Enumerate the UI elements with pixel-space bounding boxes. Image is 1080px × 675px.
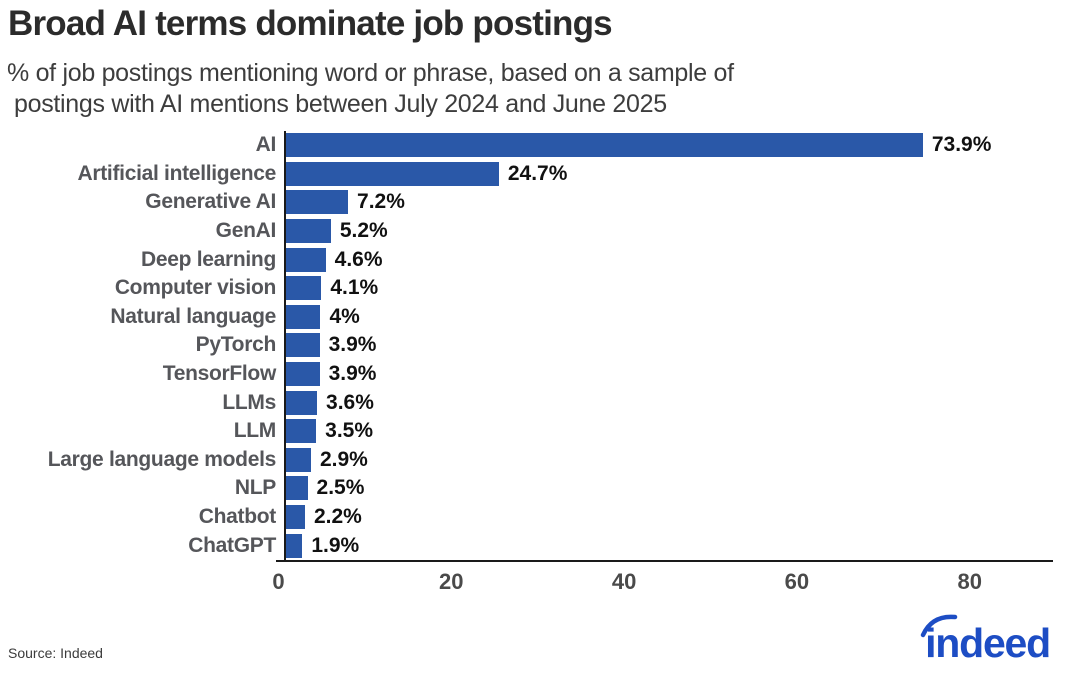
value-label: 4% [329,304,360,328]
bar [286,247,326,272]
bar-row: Generative AI 7.2% [0,188,1053,217]
value-label: 3.5% [325,419,374,443]
indeed-logo-text: indeed [925,620,1051,666]
x-tick-label: 0 [272,568,285,594]
value-label: 4.1% [330,276,379,300]
chart-subtitle-line-2: postings with AI mentions between July 2… [14,90,667,118]
bar-row: Large language models 2.9% [0,445,1053,475]
category-label: LLMs [222,390,276,414]
value-label: 24.7% [507,161,568,185]
arc-path [920,614,958,638]
x-tick-label: 20 [439,568,464,594]
category-label: Natural language [110,304,276,328]
plot-cell: 4% [284,302,1053,332]
bar [286,219,331,244]
value-label: 1.9% [311,533,360,557]
bar-row: PyTorch 3.9% [0,331,1053,360]
bar-row: Artificial intelligence 24.7% [0,159,1053,189]
plot-cell: 3.9% [284,359,1053,389]
bar [286,161,499,186]
value-label: 4.6% [334,247,383,271]
value-label: 2.2% [313,505,362,529]
category-label: GenAI [215,219,277,243]
bar-chart: AI 73.9% Artificial intelligence 24.7% Gener… [0,131,1053,598]
plot-cell: 4.6% [284,245,1053,274]
plot-cell: 3.6% [284,388,1053,417]
bar-row: NLP 2.5% [0,474,1053,503]
bar [286,390,318,415]
bar [286,304,321,329]
value-label: 3.9% [328,333,377,357]
bar [286,447,311,472]
category-label: Artificial intelligence [77,161,277,185]
bar [286,133,923,158]
category-label: TensorFlow [162,362,277,386]
bar-row: LLM 3.5% [0,416,1053,446]
x-tick-label: 40 [611,568,637,594]
category-label: Computer vision [114,276,276,300]
plot-cell: 1.9% [284,531,1053,560]
x-tick-label: 80 [957,568,982,594]
bar [286,419,317,444]
bar [286,333,320,358]
category-label: Deep learning [141,247,276,271]
bar [286,276,322,301]
bar [286,533,303,558]
plot-cell: 3.5% [284,416,1053,446]
plot-cell: 24.7% [284,159,1053,189]
value-label: 3.9% [328,362,377,386]
plot-cell: 2.9% [284,445,1053,475]
indeed-logo-arc-icon [920,614,958,638]
category-label: AI [255,133,277,157]
value-label: 2.5% [316,476,365,500]
value-label: 2.9% [319,447,368,471]
category-label: Large language models [47,447,277,471]
bar-row: Natural language 4% [0,302,1053,332]
plot-cell: 5.2% [284,216,1053,246]
bar [286,505,305,530]
bar-row: GenAI 5.2% [0,216,1053,246]
bar-row: ChatGPT 1.9% [0,531,1053,560]
bar-rows: AI 73.9% Artificial intelligence 24.7% Gener… [0,131,1053,560]
category-label: Chatbot [198,505,277,529]
plot-cell: 2.2% [284,502,1053,532]
plot-cell: 7.2% [284,188,1053,217]
plot-cell: 2.5% [284,474,1053,503]
value-label: 3.6% [326,390,374,414]
chart-title: Broad AI terms dominate job postings [8,4,613,43]
bar-row: LLMs 3.6% [0,388,1053,417]
category-label: LLM [233,419,277,443]
bar-row: Chatbot 2.2% [0,502,1053,532]
bar-row: TensorFlow 3.9% [0,359,1053,389]
x-tick-label: 60 [784,568,810,594]
bar [286,190,349,215]
bar [286,362,320,387]
category-label: ChatGPT [188,533,276,557]
bar-row: AI 73.9% [0,131,1053,160]
chart-subtitle: % of job postings mentioning word or phr… [7,58,734,120]
chart-subtitle-line-1: % of job postings mentioning word or phr… [7,59,734,87]
category-label: NLP [234,476,276,500]
x-axis-ticks: 0 20 40 60 80 [272,562,1048,598]
value-label: 73.9% [931,133,992,157]
bar-row: Computer vision 4.1% [0,273,1053,303]
category-label: Generative AI [145,190,276,214]
plot-cell: 73.9% [284,131,1053,160]
bar [286,476,308,501]
plot-cell: 4.1% [284,273,1053,303]
bar-row: Deep learning 4.6% [0,245,1053,274]
plot-cell: 3.9% [284,331,1053,360]
x-axis-line [276,559,1053,562]
value-label: 7.2% [357,190,405,214]
value-label: 5.2% [339,219,388,243]
indeed-logo: indeed [920,609,1051,667]
source-label: Source: Indeed [8,645,103,661]
category-label: PyTorch [195,333,277,357]
